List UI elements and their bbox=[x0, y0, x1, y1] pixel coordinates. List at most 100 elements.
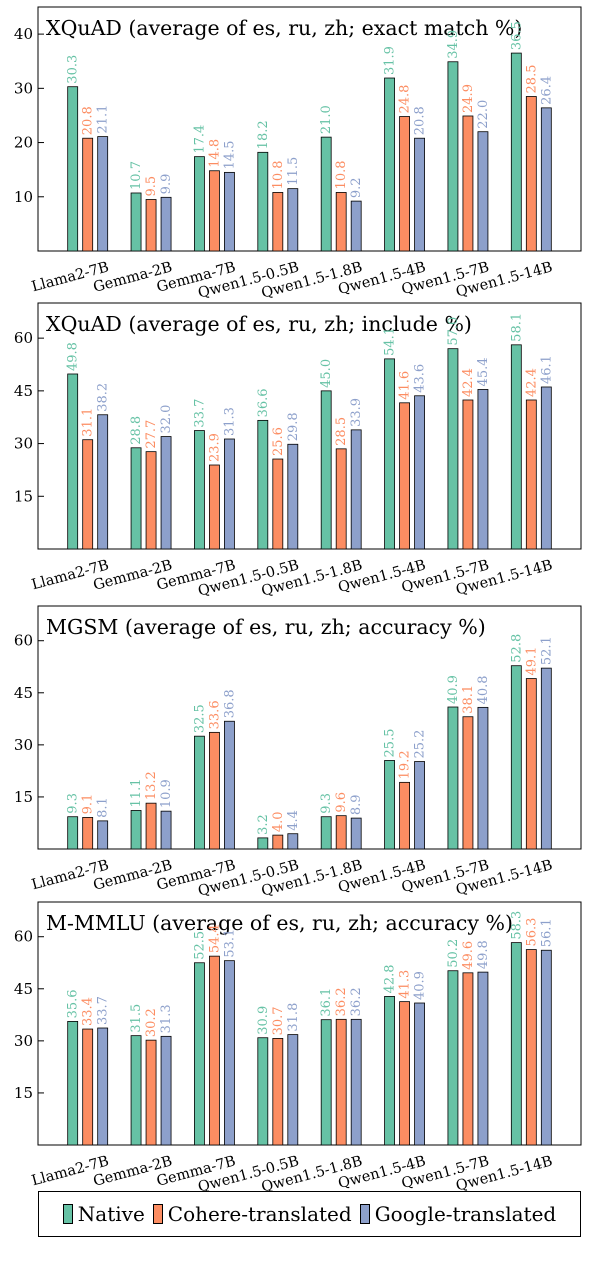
data-label-google: 33.7 bbox=[96, 996, 111, 1025]
data-label-google: 26.4 bbox=[539, 76, 554, 105]
data-label-cohere: 33.6 bbox=[207, 700, 222, 729]
data-label-native: 17.4 bbox=[192, 125, 207, 154]
bar-google bbox=[160, 196, 172, 252]
bar-native bbox=[510, 942, 522, 1146]
data-label-cohere: 31.1 bbox=[81, 408, 96, 437]
data-label-google: 52.1 bbox=[539, 636, 554, 665]
data-label-cohere: 49.1 bbox=[524, 647, 539, 676]
bar-native bbox=[67, 1021, 79, 1146]
bar-google bbox=[160, 436, 172, 550]
data-label-google: 8.9 bbox=[349, 794, 364, 815]
bar-native bbox=[384, 760, 395, 850]
bar-google bbox=[224, 438, 235, 550]
bar-cohere bbox=[272, 192, 284, 252]
bar-cohere bbox=[209, 731, 220, 850]
data-label-native: 45.0 bbox=[319, 359, 334, 388]
data-label-cohere: 49.6 bbox=[461, 941, 476, 970]
bar-cohere bbox=[145, 1039, 157, 1146]
panel-frame bbox=[37, 6, 582, 252]
data-label-cohere: 4.0 bbox=[271, 811, 286, 832]
bar-native bbox=[194, 430, 205, 550]
y-tick-label: 15 bbox=[14, 487, 33, 505]
bar-cohere bbox=[272, 458, 284, 550]
data-label-google: 31.3 bbox=[159, 1004, 174, 1033]
bar-google bbox=[350, 817, 362, 850]
bar-google bbox=[477, 131, 489, 252]
data-label-native: 49.8 bbox=[66, 342, 81, 371]
panel-frame bbox=[37, 302, 582, 550]
y-tick-label: 60 bbox=[14, 632, 33, 650]
bar-google bbox=[97, 414, 109, 550]
panel-title: M-MMLU (average of es, ru, zh; accuracy … bbox=[46, 911, 513, 935]
bar-google bbox=[477, 706, 489, 850]
y-tick-label: 10 bbox=[14, 188, 33, 206]
bar-native bbox=[384, 77, 395, 252]
data-label-cohere: 36.2 bbox=[334, 987, 349, 1016]
data-label-native: 36.1 bbox=[319, 988, 334, 1017]
bar-cohere bbox=[82, 137, 94, 252]
bar-native bbox=[257, 1037, 269, 1146]
bar-google bbox=[414, 1002, 425, 1146]
data-label-google: 40.9 bbox=[413, 971, 428, 1000]
bar-cohere bbox=[399, 116, 410, 252]
bar-google bbox=[97, 1027, 109, 1146]
bar-cohere bbox=[335, 448, 347, 550]
bar-native bbox=[320, 1019, 332, 1146]
bar-google bbox=[287, 833, 299, 850]
bar-google bbox=[540, 949, 552, 1146]
data-label-google: 53.1 bbox=[222, 929, 237, 958]
y-tick-label: 30 bbox=[14, 736, 33, 754]
bar-google bbox=[540, 667, 552, 850]
bar-google bbox=[414, 137, 425, 252]
data-label-native: 32.5 bbox=[192, 704, 207, 733]
data-label-cohere: 9.6 bbox=[334, 792, 349, 813]
data-label-google: 9.9 bbox=[159, 174, 174, 195]
bar-google bbox=[224, 171, 235, 252]
bar-cohere bbox=[399, 402, 410, 550]
data-label-native: 33.7 bbox=[192, 399, 207, 428]
data-label-native: 18.2 bbox=[256, 120, 271, 149]
data-label-google: 11.5 bbox=[286, 157, 301, 186]
data-label-cohere: 9.1 bbox=[81, 794, 96, 815]
y-tick-label: 20 bbox=[14, 134, 33, 152]
data-label-native: 58.1 bbox=[509, 313, 524, 342]
data-label-native: 50.2 bbox=[446, 939, 461, 968]
bar-native bbox=[510, 665, 522, 850]
data-label-google: 25.2 bbox=[413, 730, 428, 759]
data-label-google: 22.0 bbox=[476, 100, 491, 129]
data-label-google: 56.1 bbox=[539, 918, 554, 947]
data-label-google: 36.8 bbox=[222, 689, 237, 718]
bar-google bbox=[350, 1018, 362, 1146]
y-tick-label: 60 bbox=[14, 928, 33, 946]
data-label-native: 21.0 bbox=[319, 105, 334, 134]
data-label-cohere: 42.4 bbox=[524, 368, 539, 397]
bar-google bbox=[97, 820, 109, 850]
data-label-google: 43.6 bbox=[413, 364, 428, 393]
data-label-native: 9.3 bbox=[66, 793, 81, 814]
data-label-native: 31.9 bbox=[383, 46, 398, 75]
bar-google bbox=[414, 761, 425, 850]
data-label-cohere: 9.5 bbox=[144, 176, 159, 197]
bar-cohere bbox=[272, 1038, 284, 1146]
bar-cohere bbox=[335, 1018, 347, 1146]
bar-native bbox=[130, 1035, 142, 1146]
bar-native bbox=[320, 136, 332, 252]
data-label-cohere: 10.8 bbox=[271, 160, 286, 189]
legend-swatch-google bbox=[359, 1204, 370, 1224]
data-label-google: 32.0 bbox=[159, 405, 174, 434]
bar-native bbox=[67, 373, 79, 550]
y-tick-label: 30 bbox=[14, 79, 33, 97]
data-label-google: 40.8 bbox=[476, 675, 491, 704]
bar-google bbox=[540, 107, 552, 252]
data-label-native: 28.8 bbox=[129, 416, 144, 445]
bar-native bbox=[447, 706, 459, 850]
bar-google bbox=[287, 1034, 299, 1146]
bar-cohere bbox=[399, 781, 410, 850]
y-tick-label: 30 bbox=[14, 1032, 33, 1050]
data-label-native: 3.2 bbox=[256, 814, 271, 835]
bar-google bbox=[540, 386, 552, 550]
data-label-cohere: 30.2 bbox=[144, 1008, 159, 1037]
data-label-google: 45.4 bbox=[476, 357, 491, 386]
data-label-cohere: 14.8 bbox=[207, 139, 222, 168]
